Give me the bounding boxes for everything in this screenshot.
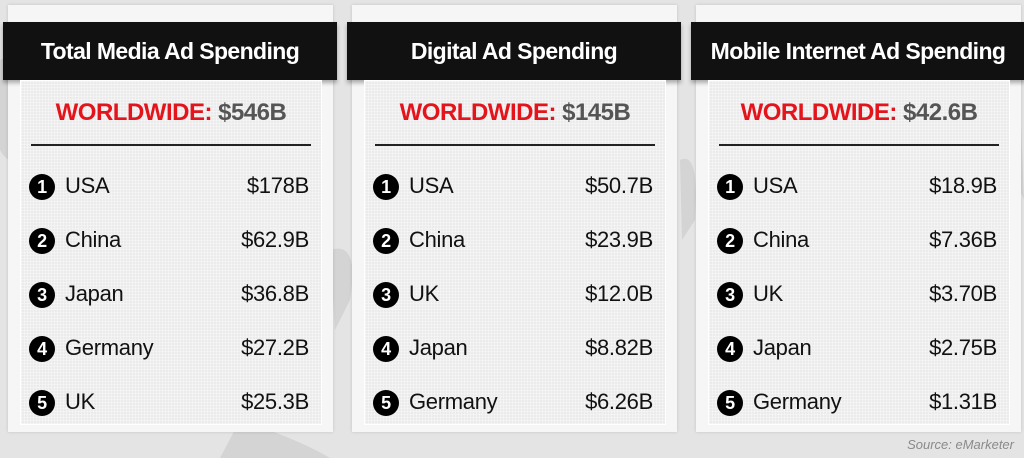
rank-badge: 5 — [29, 390, 55, 416]
ranking-row: 4 Germany $27.2B — [29, 334, 309, 364]
ranking-row: 4 Japan $8.82B — [373, 334, 653, 364]
spend-value: $8.82B — [585, 335, 653, 360]
ranking-row: 5 Germany $6.26B — [373, 388, 653, 418]
country: Japan — [409, 335, 468, 360]
country: USA — [409, 173, 454, 198]
country: Japan — [753, 335, 812, 360]
ranking-row: 5 UK $25.3B — [29, 388, 309, 418]
spend-value: $6.26B — [585, 389, 653, 414]
source: Source: eMarketer — [907, 437, 1014, 452]
rank-badge: 3 — [717, 282, 743, 308]
worldwide: WORLDWIDE: $546B — [21, 99, 321, 127]
panel-title: Mobile Internet Ad Spending — [710, 37, 1006, 64]
panel-header: Digital Ad Spending — [347, 22, 681, 80]
panel: Digital Ad Spending WORLDWIDE: $145B 1 USA $… — [347, 5, 681, 432]
panel-title: Digital Ad Spending — [410, 37, 618, 64]
rank-badge: 4 — [373, 336, 399, 362]
spend-value: $2.75B — [929, 335, 997, 360]
panel-body: WORLDWIDE: $546B 1 USA $178B 2 China $62.9B 3 Ja… — [20, 80, 322, 425]
country: UK — [409, 281, 439, 306]
panel-header: Mobile Internet Ad Spending — [691, 22, 1024, 80]
country: China — [753, 227, 809, 252]
panel: Total Media Ad Spending WORLDWIDE: $546B 1… — [3, 5, 337, 432]
spend-value: $62.9B — [241, 227, 309, 252]
worldwide: WORLDWIDE: $145B — [365, 99, 665, 127]
worldwide-value: $546B — [218, 99, 287, 126]
country: China — [65, 227, 121, 252]
rank-badge: 3 — [29, 282, 55, 308]
country: Germany — [65, 335, 154, 360]
rank-badge: 1 — [29, 174, 55, 200]
separator — [719, 144, 999, 146]
ranking-row: 1 USA $18.9B — [717, 172, 997, 202]
worldwide-label: WORLDWIDE: — [399, 99, 557, 126]
separator — [375, 144, 655, 146]
spend-value: $3.70B — [929, 281, 997, 306]
ranking-row: 2 China $7.36B — [717, 226, 997, 256]
country: Germany — [753, 389, 842, 414]
worldwide-value: $145B — [562, 99, 631, 126]
country: UK — [65, 389, 95, 414]
spend-value: $36.8B — [241, 281, 309, 306]
spend-value: $1.31B — [929, 389, 997, 414]
country: USA — [65, 173, 110, 198]
rank-badge: 2 — [373, 228, 399, 254]
spend-value: $27.2B — [241, 335, 309, 360]
rank-badge: 1 — [373, 174, 399, 200]
spend-value: $23.9B — [585, 227, 653, 252]
ranking-row: 5 Germany $1.31B — [717, 388, 997, 418]
ranking-row: 3 UK $3.70B — [717, 280, 997, 310]
separator — [31, 144, 311, 146]
ranking-row: 1 USA $50.7B — [373, 172, 653, 202]
ranking-row: 1 USA $178B — [29, 172, 309, 202]
ranking-row: 2 China $62.9B — [29, 226, 309, 256]
country: China — [409, 227, 465, 252]
rank-badge: 3 — [373, 282, 399, 308]
worldwide-value: $42.6B — [903, 99, 978, 126]
panel-body: WORLDWIDE: $42.6B 1 USA $18.9B 2 China $7.36B 3… — [708, 80, 1010, 425]
rank-badge: 5 — [373, 390, 399, 416]
worldwide-label: WORLDWIDE: — [55, 99, 213, 126]
rank-badge: 4 — [717, 336, 743, 362]
panel: Mobile Internet Ad Spending WORLDWIDE: $4… — [691, 5, 1024, 432]
panel-body: WORLDWIDE: $145B 1 USA $50.7B 2 China $23.9B 3 U… — [364, 80, 666, 425]
rank-badge: 2 — [717, 228, 743, 254]
rank-badge: 2 — [29, 228, 55, 254]
spend-value: $50.7B — [585, 173, 653, 198]
rank-badge: 4 — [29, 336, 55, 362]
panel-title: Total Media Ad Spending — [40, 37, 300, 64]
rank-badge: 5 — [717, 390, 743, 416]
ranking-row: 3 UK $12.0B — [373, 280, 653, 310]
ranking-row: 2 China $23.9B — [373, 226, 653, 256]
panel-header: Total Media Ad Spending — [3, 22, 337, 80]
spend-value: $12.0B — [585, 281, 653, 306]
spend-value: $178B — [246, 173, 309, 198]
spend-value: $18.9B — [929, 173, 997, 198]
worldwide: WORLDWIDE: $42.6B — [709, 99, 1009, 127]
ranking-row: 3 Japan $36.8B — [29, 280, 309, 310]
country: UK — [753, 281, 783, 306]
rank-badge: 1 — [717, 174, 743, 200]
country: Japan — [65, 281, 124, 306]
country: USA — [753, 173, 798, 198]
country: Germany — [409, 389, 498, 414]
worldwide-label: WORLDWIDE: — [740, 99, 898, 126]
spend-value: $25.3B — [241, 389, 309, 414]
ranking-row: 4 Japan $2.75B — [717, 334, 997, 364]
spend-value: $7.36B — [929, 227, 997, 252]
